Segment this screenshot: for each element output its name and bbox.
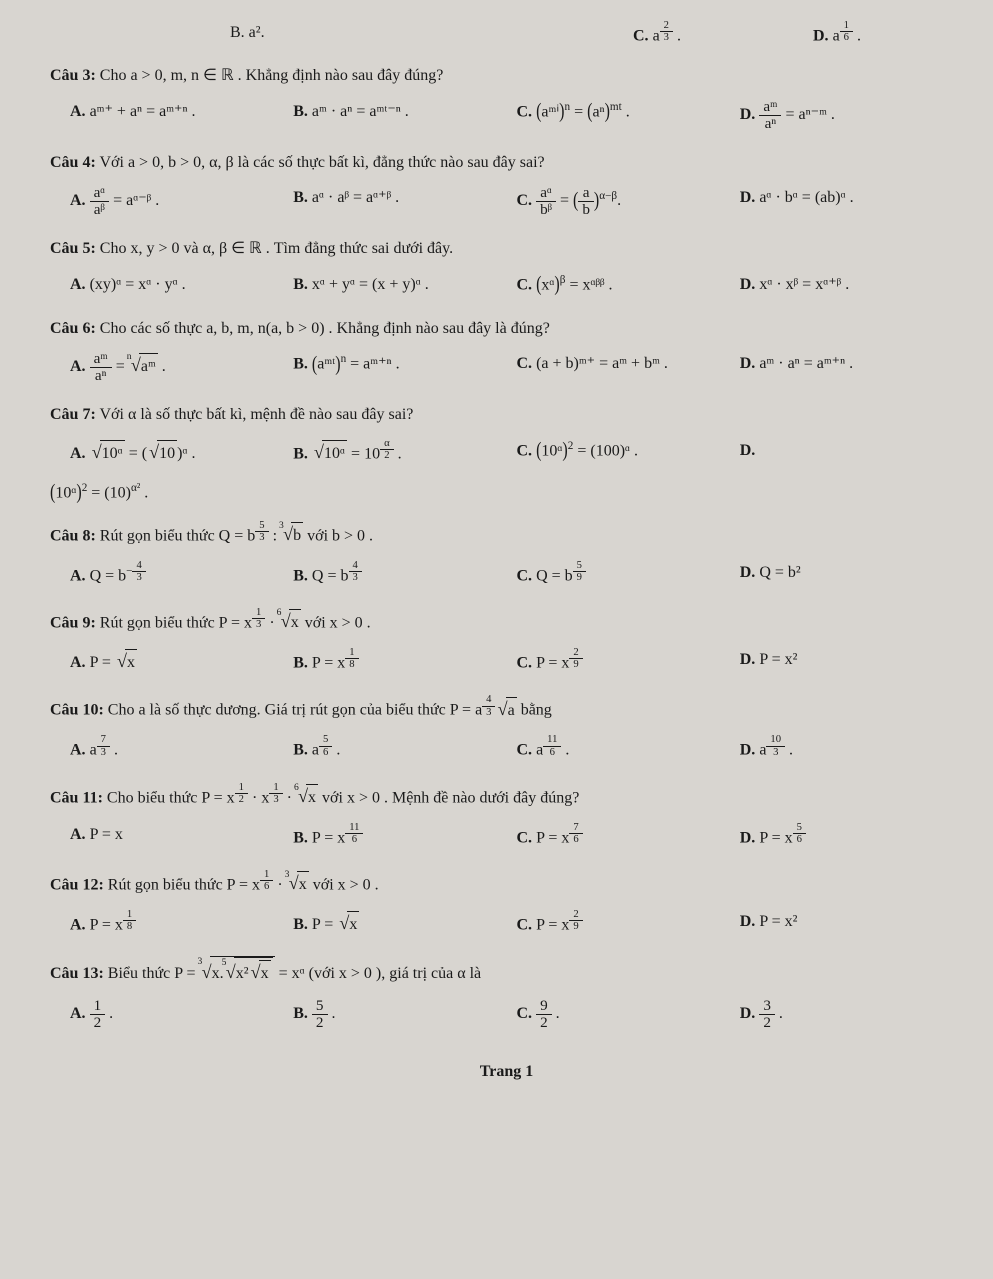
- q3-text: Cho a > 0, m, n ∈ ℝ . Khẳng định nào sau…: [96, 67, 444, 84]
- q11-choice-a: A. P = x: [70, 818, 293, 855]
- top-choice-c: C. a23 .: [633, 20, 813, 49]
- q8-text-pre: Rút gọn biểu thức Q = b: [96, 527, 255, 544]
- q4-choice-c: C. aᵅbᵝ = (ab)α−β.: [517, 181, 740, 222]
- q13-choice-d: D. 32 .: [740, 994, 963, 1035]
- question-7: Câu 7: Với α là số thực bất kì, mệnh đề …: [50, 402, 963, 506]
- q12-choice-c: C. P = x29: [517, 905, 740, 942]
- question-3: Câu 3: Cho a > 0, m, n ∈ ℝ . Khẳng định …: [50, 63, 963, 136]
- q8-label: Câu 8:: [50, 527, 96, 544]
- page-footer: Trang 1: [50, 1059, 963, 1085]
- q3-choice-d: D. aᵐaⁿ = aⁿ⁻ᵐ .: [740, 95, 963, 136]
- q7-choice-a: A. √10ᵅ = (√10)ᵅ .: [70, 434, 293, 472]
- q10-text-end: bằng: [517, 702, 552, 719]
- question-9: Câu 9: Rút gọn biểu thức P = x13 · 6√x v…: [50, 607, 963, 680]
- question-6: Câu 6: Cho các số thực a, b, m, n(a, b >…: [50, 316, 963, 389]
- q13-label: Câu 13:: [50, 965, 104, 982]
- q5-choice-a: A. (xy)ᵅ = xᵅ · yᵅ .: [70, 268, 293, 302]
- q10-choice-c: C. a116 .: [517, 730, 740, 767]
- q8-text-end: với b > 0 .: [303, 527, 373, 544]
- q10-choice-b: B. a56 .: [293, 730, 516, 767]
- q12-choice-d: D. P = x²: [740, 905, 963, 942]
- q9-choice-b: B. P = x18: [293, 643, 516, 680]
- q11-label: Câu 11:: [50, 789, 103, 806]
- q5-text: Cho x, y > 0 và α, β ∈ ℝ . Tìm đẳng thức…: [96, 240, 453, 257]
- q10-text-pre: Cho a là số thực dương. Giá trị rút gọn …: [104, 702, 482, 719]
- q5-choice-c: C. (xᵅ)β = xᵅᵝᵝ .: [517, 268, 740, 302]
- q7-extra: (10ᵅ)2 = (10)α² .: [50, 480, 963, 506]
- q7-text: Với α là số thực bất kì, mệnh đề nào sau…: [96, 406, 414, 423]
- q4-choice-a: A. aᵅaᵝ = aᵅ⁻ᵝ .: [70, 181, 293, 222]
- q7-choice-c: C. (10ᵅ)2 = (100)ᵅ .: [517, 434, 740, 472]
- q10-label: Câu 10:: [50, 702, 104, 719]
- q13-text-pre: Biểu thức P =: [104, 965, 200, 982]
- q8-choice-d: D. Q = b²: [740, 556, 963, 593]
- q8-choice-b: B. Q = b43: [293, 556, 516, 593]
- q12-choice-a: A. P = x18: [70, 905, 293, 942]
- q13-text-mid: = xᵅ (với x > 0 ), giá trị của α là: [275, 965, 482, 982]
- question-13: Câu 13: Biểu thức P = 3√x.5√x²√x = xᵅ (v…: [50, 956, 963, 1034]
- q11-text-pre: Cho biểu thức P = x: [103, 789, 235, 806]
- q6-label: Câu 6:: [50, 320, 96, 337]
- q3-choice-a: A. aᵐ⁺ + aⁿ = aᵐ⁺ⁿ .: [70, 95, 293, 136]
- q9-choice-d: D. P = x²: [740, 643, 963, 680]
- q4-choice-d: D. aᵅ · bᵅ = (ab)ᵅ .: [740, 181, 963, 222]
- q13-choice-b: B. 52 .: [293, 994, 516, 1035]
- top-row: B. a². C. a23 . D. a16 .: [50, 20, 963, 49]
- top-choice-d: D. a16 .: [813, 20, 963, 49]
- q7-label: Câu 7:: [50, 406, 96, 423]
- q13-choice-c: C. 92 .: [517, 994, 740, 1035]
- q7-choice-b: B. √10ᵅ = 10α2 .: [293, 434, 516, 472]
- q12-text-pre: Rút gọn biểu thức P = x: [104, 876, 260, 893]
- q9-choice-c: C. P = x29: [517, 643, 740, 680]
- q11-choice-c: C. P = x76: [517, 818, 740, 855]
- q12-label: Câu 12:: [50, 876, 104, 893]
- question-10: Câu 10: Cho a là số thực dương. Giá trị …: [50, 694, 963, 767]
- q6-choice-d: D. aᵐ · aⁿ = aᵐ⁺ⁿ .: [740, 347, 963, 388]
- q10-choice-d: D. a103 .: [740, 730, 963, 767]
- top-choice-b: B. a².: [230, 24, 265, 41]
- q6-choice-a: A. aᵐaⁿ = n√aᵐ .: [70, 347, 293, 388]
- q3-choice-b: B. aᵐ · aⁿ = aᵐᵗ⁻ⁿ .: [293, 95, 516, 136]
- question-5: Câu 5: Cho x, y > 0 và α, β ∈ ℝ . Tìm đẳ…: [50, 236, 963, 302]
- q5-label: Câu 5:: [50, 240, 96, 257]
- question-11: Câu 11: Cho biểu thức P = x12 · x13 · 6√…: [50, 782, 963, 855]
- q10-choice-a: A. a73 .: [70, 730, 293, 767]
- q9-label: Câu 9:: [50, 614, 96, 631]
- question-12: Câu 12: Rút gọn biểu thức P = x16 · 3√x …: [50, 869, 963, 942]
- q7-choice-d: D.: [740, 434, 963, 472]
- q6-text: Cho các số thực a, b, m, n(a, b > 0) . K…: [96, 320, 550, 337]
- q5-choice-d: D. xᵅ · xᵝ = xᵅ⁺ᵝ .: [740, 268, 963, 302]
- q11-choice-b: B. P = x116: [293, 818, 516, 855]
- q3-choice-c: C. ((aᵐⁱ)aᵐⁱ)n = (aⁿ)mt .: [517, 95, 740, 136]
- q5-choice-b: B. xᵅ + yᵅ = (x + y)ᵅ .: [293, 268, 516, 302]
- q6-choice-b: B. (aᵐᵗ)n = aᵐ⁺ⁿ .: [293, 347, 516, 388]
- q11-text-end: với x > 0 . Mệnh đề nào dưới đây đúng?: [318, 789, 579, 806]
- q12-choice-b: B. P = √x: [293, 905, 516, 942]
- q3-label: Câu 3:: [50, 67, 96, 84]
- q13-choice-a: A. 12 .: [70, 994, 293, 1035]
- q4-text: Với a > 0, b > 0, α, β là các số thực bấ…: [96, 154, 545, 171]
- question-4: Câu 4: Với a > 0, b > 0, α, β là các số …: [50, 150, 963, 223]
- question-8: Câu 8: Rút gọn biểu thức Q = b53 : 3√b v…: [50, 520, 963, 593]
- q9-choice-a: A. P = √x: [70, 643, 293, 680]
- q8-choice-c: C. Q = b59: [517, 556, 740, 593]
- q9-text-end: với x > 0 .: [301, 614, 371, 631]
- q4-label: Câu 4:: [50, 154, 96, 171]
- q9-text-pre: Rút gọn biểu thức P = x: [96, 614, 252, 631]
- q4-choice-b: B. aᵅ · aᵝ = aᵅ⁺ᵝ .: [293, 181, 516, 222]
- q6-choice-c: C. (a + b)ᵐ⁺ = aᵐ + bᵐ .: [517, 347, 740, 388]
- q8-choice-a: A. Q = b−43: [70, 556, 293, 593]
- q11-choice-d: D. P = x56: [740, 818, 963, 855]
- q12-text-end: với x > 0 .: [309, 876, 379, 893]
